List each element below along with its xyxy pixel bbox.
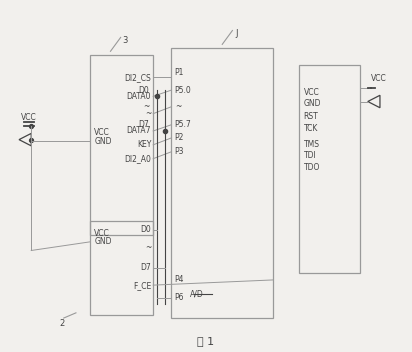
- Text: 图 1: 图 1: [197, 335, 215, 346]
- Text: VCC: VCC: [371, 75, 386, 83]
- Text: D7: D7: [138, 120, 149, 129]
- Text: KEY: KEY: [137, 140, 151, 149]
- Text: P2: P2: [175, 133, 184, 143]
- Text: TCK: TCK: [304, 124, 318, 133]
- Text: VCC: VCC: [21, 113, 37, 121]
- Bar: [300, 65, 360, 273]
- Text: A/D: A/D: [190, 289, 204, 298]
- Text: ~: ~: [145, 243, 151, 252]
- Text: VCC: VCC: [94, 229, 110, 238]
- Text: VCC: VCC: [94, 128, 110, 137]
- Text: P5.0: P5.0: [175, 86, 192, 95]
- Text: GND: GND: [94, 137, 112, 146]
- Text: P5.7: P5.7: [175, 120, 192, 129]
- Bar: [90, 55, 153, 235]
- Text: GND: GND: [94, 237, 112, 246]
- Text: DATA7: DATA7: [126, 126, 151, 136]
- Text: GND: GND: [304, 99, 321, 108]
- Text: 2: 2: [59, 319, 64, 328]
- Text: D0: D0: [138, 86, 149, 95]
- Text: DI2_CS: DI2_CS: [124, 73, 151, 82]
- Text: RST: RST: [304, 112, 318, 121]
- Text: DI2_A0: DI2_A0: [124, 154, 151, 163]
- Bar: [171, 48, 273, 318]
- Text: P3: P3: [175, 147, 184, 156]
- Text: ~: ~: [143, 102, 149, 111]
- Text: VCC: VCC: [304, 88, 319, 98]
- Text: TDI: TDI: [304, 151, 316, 161]
- Text: DATA0: DATA0: [126, 92, 151, 101]
- Text: D0: D0: [140, 225, 151, 234]
- Text: ~: ~: [175, 102, 181, 111]
- Text: J: J: [235, 30, 238, 38]
- Text: TMS: TMS: [304, 140, 320, 149]
- Text: F_CE: F_CE: [133, 281, 151, 290]
- Text: P4: P4: [175, 275, 184, 284]
- Text: P1: P1: [175, 68, 184, 77]
- Text: 3: 3: [122, 36, 127, 45]
- Text: ~: ~: [145, 109, 151, 118]
- Text: TDO: TDO: [304, 163, 320, 172]
- Text: D7: D7: [140, 263, 151, 272]
- Bar: [90, 221, 153, 315]
- Text: P6: P6: [175, 294, 184, 302]
